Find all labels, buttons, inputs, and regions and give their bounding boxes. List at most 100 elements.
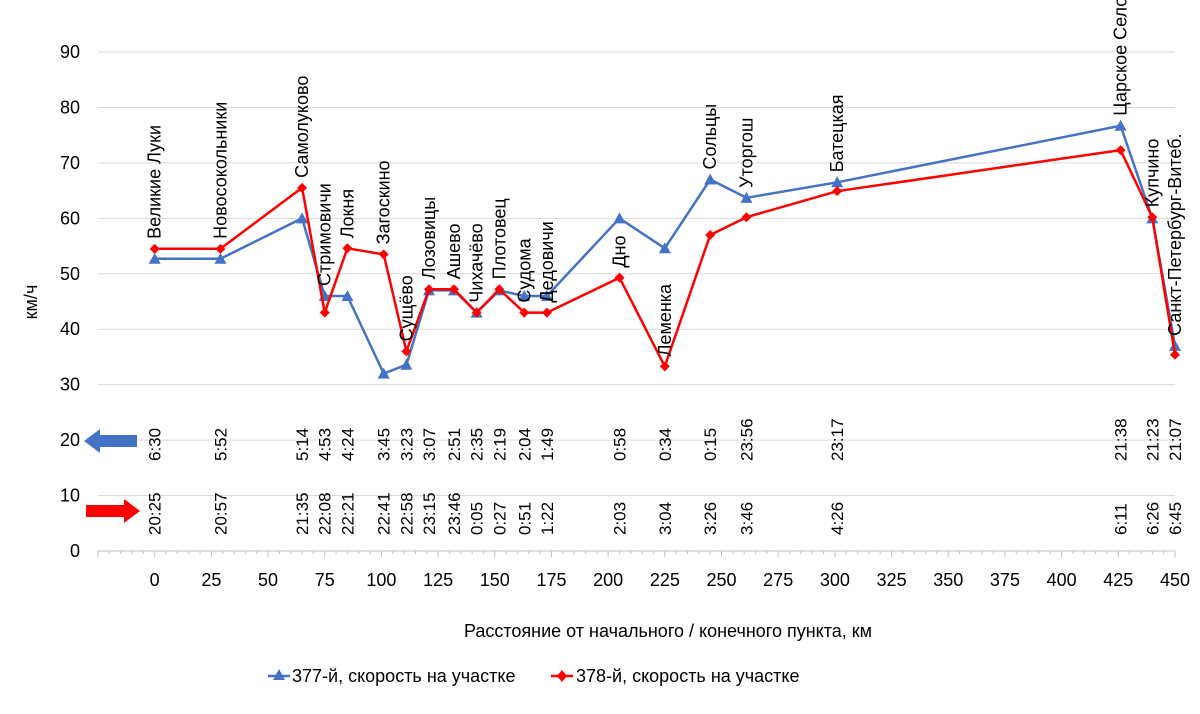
time-label-378: 22:58 <box>397 492 416 535</box>
time-label-377: 6:30 <box>146 428 165 461</box>
x-tick-label-350: 350 <box>933 570 963 590</box>
y-tick-label-10: 10 <box>60 486 80 506</box>
direction-arrows <box>84 429 140 523</box>
time-label-378: 22:41 <box>375 492 394 535</box>
y-tick-label-0: 0 <box>70 541 80 561</box>
x-tick-label-175: 175 <box>536 570 566 590</box>
time-label-378: 22:21 <box>338 492 357 535</box>
time-label-377: 2:51 <box>445 428 464 461</box>
x-tick-label-300: 300 <box>820 570 850 590</box>
data-point-377 <box>1114 119 1127 131</box>
data-point-378 <box>541 307 552 318</box>
station-label: Загоскино <box>374 160 394 244</box>
data-point-378 <box>1170 349 1180 360</box>
time-label-377: 21:23 <box>1143 418 1162 461</box>
data-point-378 <box>215 243 226 254</box>
station-label: Леменка <box>655 283 675 356</box>
time-label-377: 3:45 <box>375 428 394 461</box>
data-point-377 <box>400 358 413 370</box>
y-tick-label-30: 30 <box>60 375 80 395</box>
data-point-377 <box>214 252 227 264</box>
series-lines <box>148 119 1181 379</box>
x-tick-label-200: 200 <box>593 570 623 590</box>
station-label: Великие Луки <box>145 125 165 239</box>
y-tick-label-90: 90 <box>60 42 80 62</box>
data-point-378 <box>424 284 435 295</box>
time-label-378: 23:46 <box>445 492 464 535</box>
station-label: Купчино <box>1142 139 1162 208</box>
station-label: Стримовичи <box>315 183 335 286</box>
arrow-377-left-icon <box>84 429 137 453</box>
data-point-378 <box>614 272 625 283</box>
x-tick-label-425: 425 <box>1103 570 1133 590</box>
time-label-378: 20:57 <box>211 492 230 535</box>
time-label-378: 0:51 <box>515 502 534 535</box>
legend-marker-378 <box>557 670 567 682</box>
time-label-378: 23:15 <box>420 492 439 535</box>
time-label-378: 0:27 <box>490 502 509 535</box>
x-tick-label-75: 75 <box>315 570 335 590</box>
station-labels: Великие Луки Новосокольники СамолуковоСтри… <box>145 0 1185 356</box>
time-label-377: 21:07 <box>1166 418 1185 461</box>
axes: 0 10 20 30 40 50 60 70 80 90 0 25 50 75 100 125 150 175 20… <box>60 42 1190 590</box>
data-point-378 <box>705 229 716 240</box>
time-label-378: 21:35 <box>293 492 312 535</box>
data-point-378 <box>471 307 482 318</box>
data-point-378 <box>149 243 160 254</box>
data-point-378 <box>342 243 353 254</box>
time-label-378: 3:04 <box>656 502 675 535</box>
station-label: Ашево <box>444 223 464 279</box>
x-tick-label-375: 375 <box>990 570 1020 590</box>
time-label-377: 5:14 <box>293 428 312 461</box>
station-label: Лозовицы <box>419 197 439 280</box>
x-tick-label-225: 225 <box>650 570 680 590</box>
y-tick-label-80: 80 <box>60 97 80 117</box>
y-tick-label-40: 40 <box>60 319 80 339</box>
legend: 377-й, скорость на участке 378-й, скорос… <box>268 666 800 686</box>
arrow-378-right-icon <box>86 499 140 523</box>
time-label-378: 6:45 <box>1166 502 1185 535</box>
time-label-377: 3:23 <box>397 428 416 461</box>
station-label: Дно <box>609 236 629 268</box>
station-label: Дедовичи <box>537 221 557 302</box>
data-point-377 <box>658 242 671 254</box>
time-label-377: 0:34 <box>656 428 675 461</box>
data-point-377 <box>148 252 161 264</box>
station-label: Самолуково <box>292 76 312 178</box>
time-label-378: 0:05 <box>468 502 487 535</box>
x-tick-label-0: 0 <box>150 570 160 590</box>
time-label-378: 6:26 <box>1143 502 1162 535</box>
y-tick-label-20: 20 <box>60 430 80 450</box>
data-point-378 <box>1115 145 1126 156</box>
data-point-377 <box>1169 339 1181 351</box>
y-axis-title: км/ч <box>21 285 41 320</box>
data-point-378 <box>297 182 308 193</box>
x-tick-label-400: 400 <box>1047 570 1077 590</box>
time-label-377: 21:38 <box>1112 418 1131 461</box>
station-label: Царское Село <box>1111 0 1131 116</box>
x-tick-label-250: 250 <box>707 570 737 590</box>
time-label-377: 5:52 <box>211 428 230 461</box>
station-label: Батецкая <box>827 94 847 172</box>
x-tick-label-150: 150 <box>480 570 510 590</box>
x-tick-label-25: 25 <box>201 570 221 590</box>
data-point-377 <box>704 173 717 185</box>
data-point-378 <box>519 307 530 318</box>
x-tick-label-275: 275 <box>763 570 793 590</box>
time-label-377: 0:15 <box>701 428 720 461</box>
data-point-377 <box>341 289 354 301</box>
legend-marker-377 <box>273 669 285 680</box>
data-point-377 <box>740 191 753 203</box>
gridlines <box>98 51 1175 552</box>
time-label-377: 4:53 <box>316 428 335 461</box>
time-label-377: 2:19 <box>490 428 509 461</box>
legend-label-378: 378-й, скорость на участке <box>576 666 800 686</box>
data-point-378 <box>741 212 752 223</box>
station-label: Новосокольники <box>210 102 230 239</box>
time-label-378: 3:26 <box>701 502 720 535</box>
x-axis-title: Расстояние от начального / конечного пун… <box>464 621 872 641</box>
time-label-378: 6:11 <box>1112 503 1131 535</box>
x-tick-label-450: 450 <box>1160 570 1190 590</box>
x-tick-label-325: 325 <box>877 570 907 590</box>
